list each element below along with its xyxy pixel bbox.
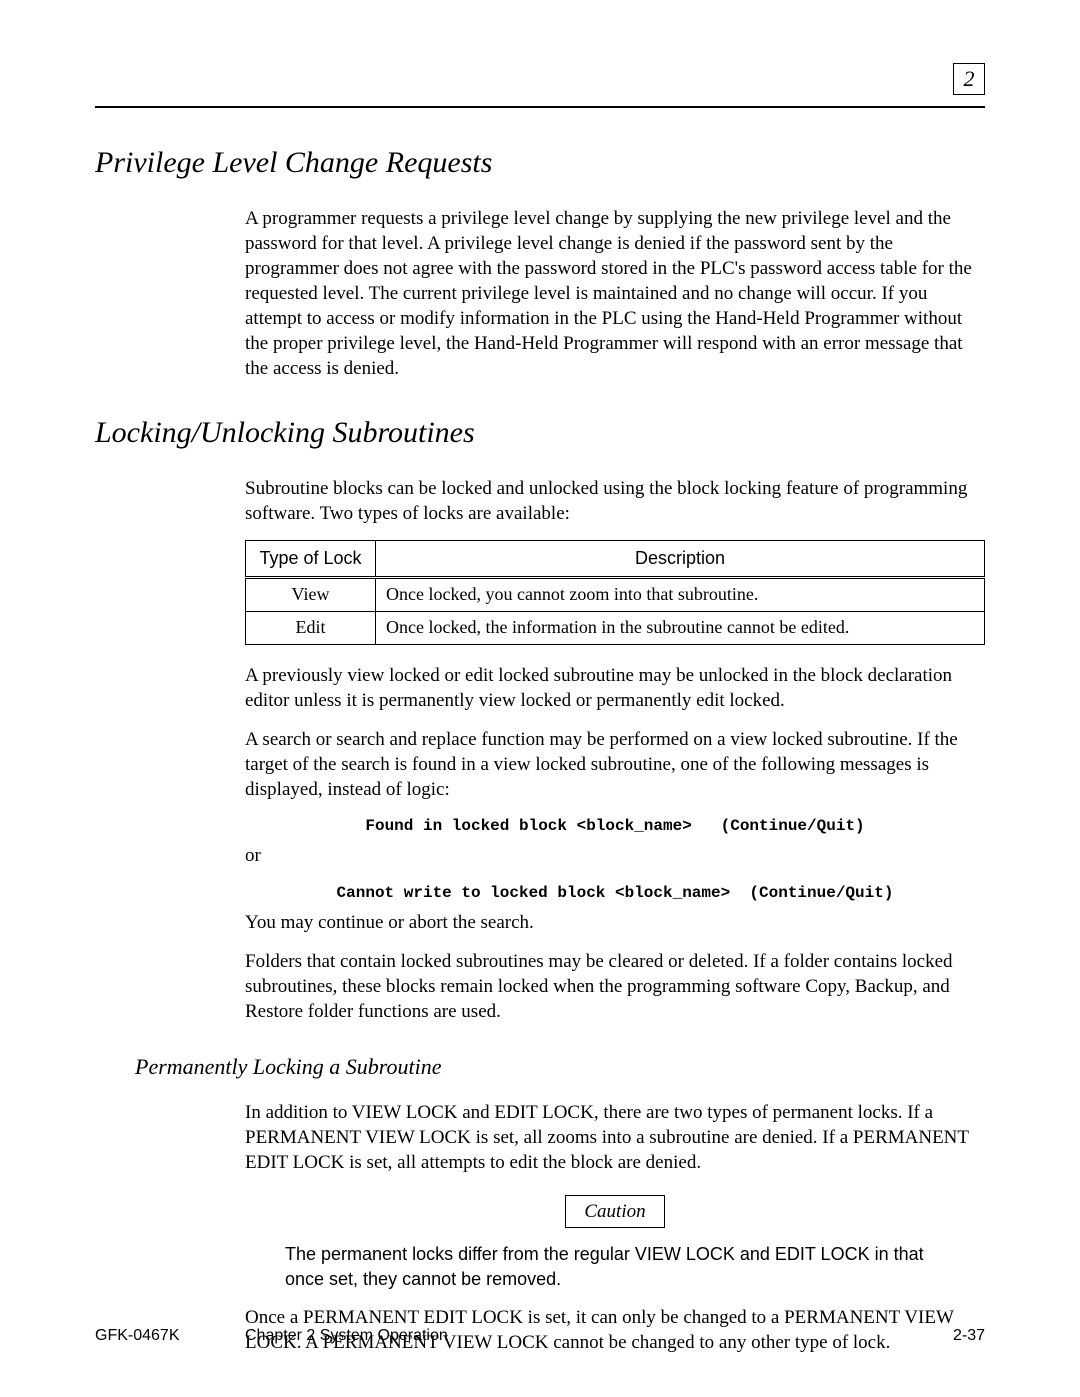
section1-body: A programmer requests a privilege level … [245, 206, 985, 382]
para-folders: Folders that contain locked subroutines … [245, 949, 985, 1024]
or-text: or [245, 843, 985, 868]
section1-para1: A programmer requests a privilege level … [245, 206, 985, 382]
section2-body: Subroutine blocks can be locked and unlo… [245, 476, 985, 1024]
caution-label: Caution [584, 1201, 645, 1222]
footer-center: Chapter 2 System Operation [245, 1327, 448, 1345]
page-number-box: 2 [953, 63, 985, 95]
page-footer: GFK-0467K Chapter 2 System Operation 2-3… [95, 1327, 985, 1345]
subsection-para1: In addition to VIEW LOCK and EDIT LOCK, … [245, 1100, 985, 1175]
para-search: A search or search and replace function … [245, 727, 985, 802]
table-row: View Once locked, you cannot zoom into t… [246, 578, 985, 612]
lock-type-table: Type of Lock Description View Once locke… [245, 540, 985, 645]
para-continue: You may continue or abort the search. [245, 910, 985, 935]
para-after-table: A previously view locked or edit locked … [245, 663, 985, 713]
cell-desc-view: Once locked, you cannot zoom into that s… [376, 578, 985, 612]
section-heading-privilege: Privilege Level Change Requests [95, 146, 985, 180]
cell-desc-edit: Once locked, the information in the subr… [376, 612, 985, 645]
caution-text: The permanent locks differ from the regu… [285, 1242, 945, 1291]
subsection-heading-permanent: Permanently Locking a Subroutine [135, 1054, 985, 1080]
footer-left: GFK-0467K [95, 1327, 179, 1345]
subsection-body: In addition to VIEW LOCK and EDIT LOCK, … [245, 1100, 985, 1355]
section2-intro: Subroutine blocks can be locked and unlo… [245, 476, 985, 526]
table-header-row: Type of Lock Description [246, 540, 985, 578]
caution-box: Caution [565, 1195, 664, 1228]
cell-type-edit: Edit [246, 612, 376, 645]
page-number: 2 [964, 66, 975, 92]
col-header-description: Description [376, 540, 985, 578]
message-found-locked: Found in locked block <block_name> (Cont… [245, 816, 985, 837]
cell-type-view: View [246, 578, 376, 612]
table-row: Edit Once locked, the information in the… [246, 612, 985, 645]
caution-wrap: Caution [245, 1189, 985, 1238]
message-cannot-write: Cannot write to locked block <block_name… [245, 883, 985, 904]
footer-right: 2-37 [953, 1327, 985, 1345]
top-rule [95, 106, 985, 108]
section-heading-locking: Locking/Unlocking Subroutines [95, 416, 985, 450]
col-header-type: Type of Lock [246, 540, 376, 578]
